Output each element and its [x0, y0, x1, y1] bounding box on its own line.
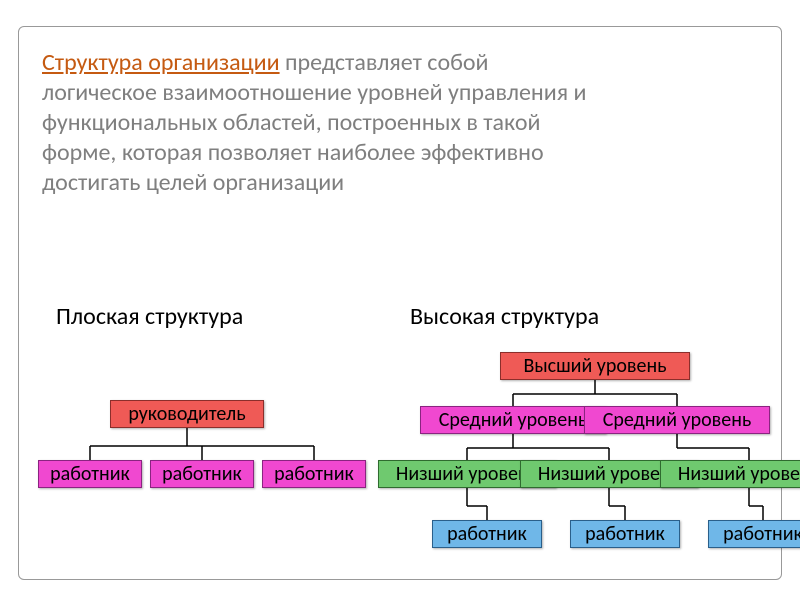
- flat-structure-title: Плоская структура: [56, 302, 243, 331]
- flat-node: работник: [38, 460, 142, 488]
- heading-paragraph: Структура организации представляет собой…: [42, 48, 602, 198]
- tall-node: Высший уровень: [500, 352, 690, 380]
- tall-node: работник: [432, 520, 542, 548]
- flat-node: работник: [262, 460, 366, 488]
- tall-node: Средний уровень: [420, 406, 606, 434]
- flat-node: работник: [150, 460, 254, 488]
- tall-structure-title: Высокая структура: [410, 302, 599, 331]
- tall-node: Низший уровень: [660, 460, 800, 488]
- flat-node: руководитель: [110, 400, 264, 428]
- heading-key-term: Структура организации: [42, 48, 280, 77]
- tall-node: работник: [570, 520, 680, 548]
- tall-node: работник: [708, 520, 800, 548]
- tall-node: Средний уровень: [584, 406, 770, 434]
